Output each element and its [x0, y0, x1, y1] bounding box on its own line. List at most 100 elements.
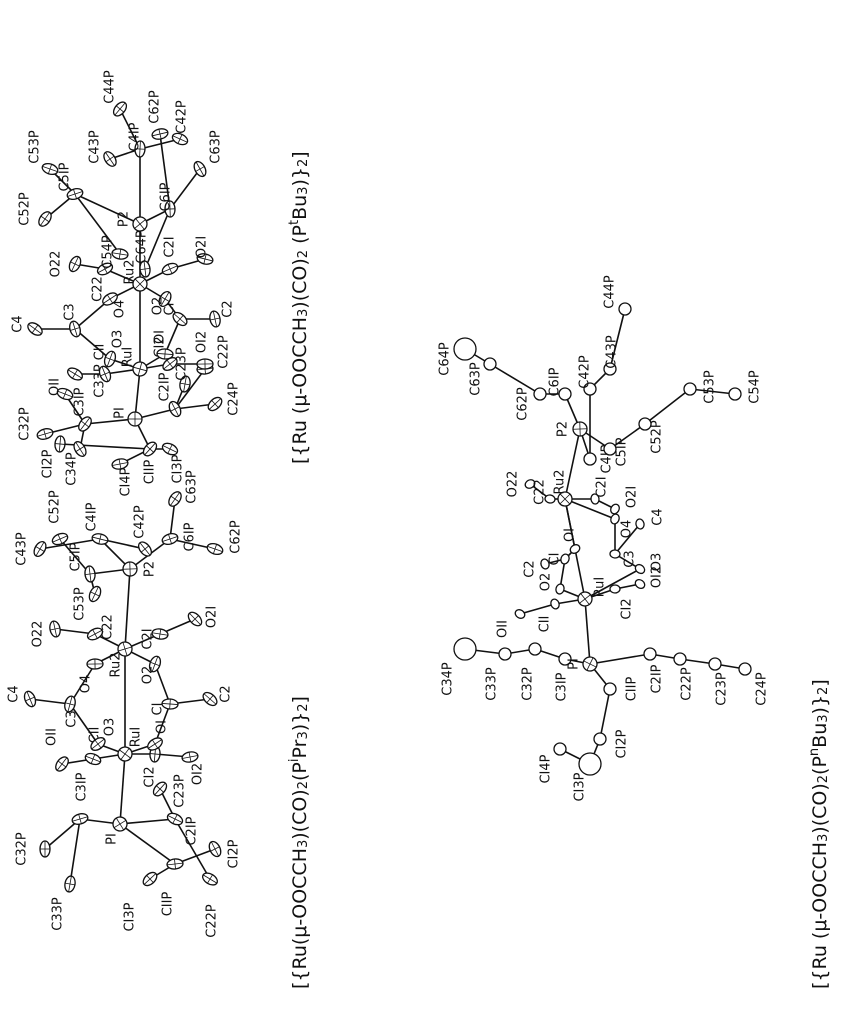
caption-part: (P [809, 756, 831, 775]
atom-label: C44P [603, 275, 618, 309]
atom-label: C64P [438, 342, 453, 376]
atom-label: OII [48, 378, 63, 396]
atom-label: PI [567, 658, 582, 670]
atom-label: C6IP [183, 522, 198, 551]
caption-part: 3 [816, 834, 831, 842]
atom-label: C2 [523, 560, 538, 577]
molecule-nbu: C34PC33PC32PC3IPCI4PCI3PCI2PCIIPPIC2IPC2… [438, 275, 770, 801]
bond [565, 499, 615, 519]
atom-label: C3 [623, 550, 638, 567]
atom-label: C52P [48, 490, 63, 524]
atom-label: C6IP [159, 182, 174, 211]
atom-label: C34P [441, 662, 456, 696]
bond [120, 819, 175, 824]
atom-label: O22 [31, 621, 46, 648]
atom-label: O2I [195, 236, 210, 258]
molecule-tbu: PIC3IPC32PC33PC34PCI2PCIIPCI4PCI3PC2IPC2… [11, 70, 242, 496]
caption-part: [{Ru(μ-OOCCH [289, 848, 311, 989]
atom-label: C4IP [128, 122, 143, 151]
caption-part: )(CO) [809, 783, 831, 833]
atom-label: C52P [650, 420, 665, 454]
atom-label: OII [496, 620, 511, 638]
caption: [{Ru (μ-OOCCH3)(CO)2(PnBu3)}2] [807, 679, 831, 989]
atom-label: C5IP [58, 162, 73, 191]
atom-label: C3 [65, 710, 80, 727]
atom-label: C5IP [615, 437, 630, 466]
atom-label: CI2 [143, 766, 158, 787]
atom-label: C22P [217, 335, 232, 369]
atom-label: RuI [121, 347, 136, 368]
atom [739, 663, 751, 675]
atom-label: O2 [141, 666, 156, 685]
atom-label: C3IP [73, 387, 88, 416]
atom-label: C2 [219, 685, 234, 702]
caption-part: 2 [296, 250, 311, 258]
atom-label: C2IP [185, 816, 200, 845]
atom [610, 585, 620, 593]
caption-part: [{Ru (μ-OOCCH [809, 842, 831, 989]
atom-label: O3 [111, 330, 126, 349]
atom-label: C53P [28, 130, 43, 164]
atom-label: C23P [173, 774, 188, 808]
atom-label: C2IP [158, 372, 173, 401]
atom-label: C52P [18, 192, 33, 226]
caption-part: (P [289, 225, 311, 250]
figure: C32POIIC3IPCIIPICI2C23POI2C2IPCI2PC33PCI… [0, 0, 842, 1009]
bond [170, 169, 200, 209]
atom-label: CI2 [620, 598, 635, 619]
atom-label: C24P [227, 382, 242, 416]
atom-label: C2I [163, 236, 178, 257]
atom-label: C42P [578, 355, 593, 389]
atom-label: PI [105, 833, 120, 845]
atom-label: OI [153, 330, 168, 344]
atom-label: C22 [91, 276, 106, 302]
atom [644, 648, 656, 660]
atom-label: C32P [15, 832, 30, 866]
atom-label: O22 [506, 471, 521, 498]
atom-label: CIIP [161, 892, 176, 917]
atom [684, 383, 696, 395]
atom-label: O4 [113, 300, 128, 319]
atom [454, 638, 476, 660]
atom-label: C34P [65, 452, 80, 486]
atom-label: P2 [556, 421, 571, 437]
atom [584, 453, 596, 465]
atom-label: OI2 [195, 331, 210, 353]
atom-label: O22 [49, 251, 64, 278]
atom [454, 338, 476, 360]
atom-label: C43P [605, 335, 620, 369]
caption-part: 2 [296, 159, 311, 167]
atom-label: C2I [141, 628, 156, 649]
atom [514, 608, 527, 620]
atom-label: C2 [221, 300, 236, 317]
bond [70, 819, 80, 884]
atom [709, 658, 721, 670]
bond [600, 689, 610, 739]
caption-part: n [807, 748, 822, 756]
atom-label: C4IP [85, 502, 100, 531]
atom-label: CI3P [171, 454, 186, 483]
atom [549, 598, 560, 610]
atom-label: C63P [469, 362, 484, 396]
atom-label: C3 [63, 303, 78, 320]
atom-label: CI3P [123, 902, 138, 931]
atom-label: C4 [651, 508, 666, 525]
atom-label: C43P [15, 532, 30, 566]
atom-label: Ru2 [109, 653, 124, 678]
atom-label: C33P [51, 897, 66, 931]
bond [120, 824, 175, 864]
atom-label: CI [151, 703, 166, 716]
atom-label: C62P [516, 387, 531, 421]
atom-label: RuI [593, 577, 608, 598]
atom-label: CI4P [539, 754, 554, 783]
atom-label: O2 [151, 297, 166, 316]
atom [674, 653, 686, 665]
atom [484, 358, 496, 370]
atom-label: C3IP [75, 772, 90, 801]
atom-label: C22 [533, 479, 548, 505]
caption-part: )(CO) [289, 789, 311, 839]
atom-label: RuI [129, 727, 144, 748]
atom-label: OI2 [191, 763, 206, 785]
atom-label: OII [45, 728, 60, 746]
